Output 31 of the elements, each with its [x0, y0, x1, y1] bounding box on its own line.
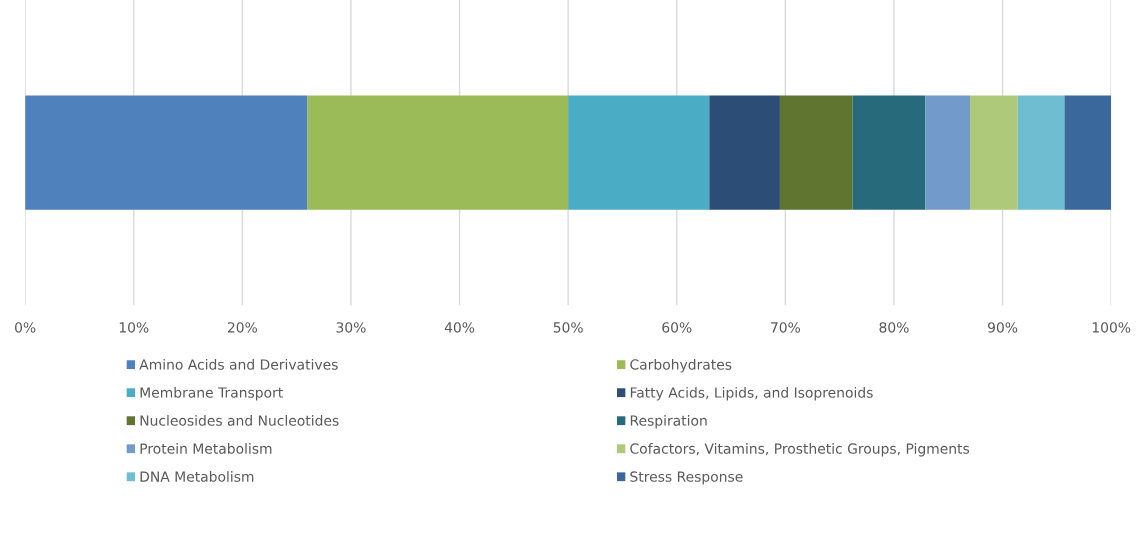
legend-label: Protein Metabolism	[140, 443, 272, 454]
legend-label: Cofactors, Vitamins, Prosthetic Groups, Pigments	[630, 443, 970, 457]
x-tick-label: 0%	[15, 322, 36, 333]
bar	[969, 95, 1018, 210]
legend-label: Nucleosides and Nucleotides	[140, 415, 339, 426]
bar	[25, 95, 308, 210]
x-tick-label: 10%	[119, 322, 149, 333]
x-tick-label: 90%	[988, 322, 1018, 333]
bar	[1017, 95, 1065, 210]
legend-label: DNA Metabolism	[140, 471, 254, 482]
bar	[852, 95, 926, 210]
x-tick-label: 30%	[336, 322, 366, 333]
x-tick-label: 40%	[444, 322, 475, 333]
legend-label: Amino Acids and Derivatives	[139, 359, 338, 370]
legend-label: Fatty Acids, Lipids, and Isoprenoids	[630, 387, 873, 401]
legend-label: Membrane Transport	[140, 387, 283, 401]
legend-label: Respiration	[630, 415, 707, 429]
legend-label: Stress Response	[630, 471, 743, 485]
bar	[307, 95, 569, 210]
x-tick-label: 80%	[879, 322, 909, 333]
x-tick-label: 70%	[771, 322, 801, 333]
x-tick-label: 100%	[1092, 322, 1131, 333]
legend-label: Carbohydrates	[630, 359, 732, 373]
bar	[925, 95, 970, 210]
x-tick-label: 50%	[553, 322, 583, 333]
bar	[568, 95, 710, 210]
x-tick-label: 60%	[662, 322, 692, 333]
bar	[1064, 95, 1112, 210]
x-tick-label: 20%	[227, 322, 257, 333]
bar	[709, 95, 780, 210]
bar	[779, 95, 853, 210]
